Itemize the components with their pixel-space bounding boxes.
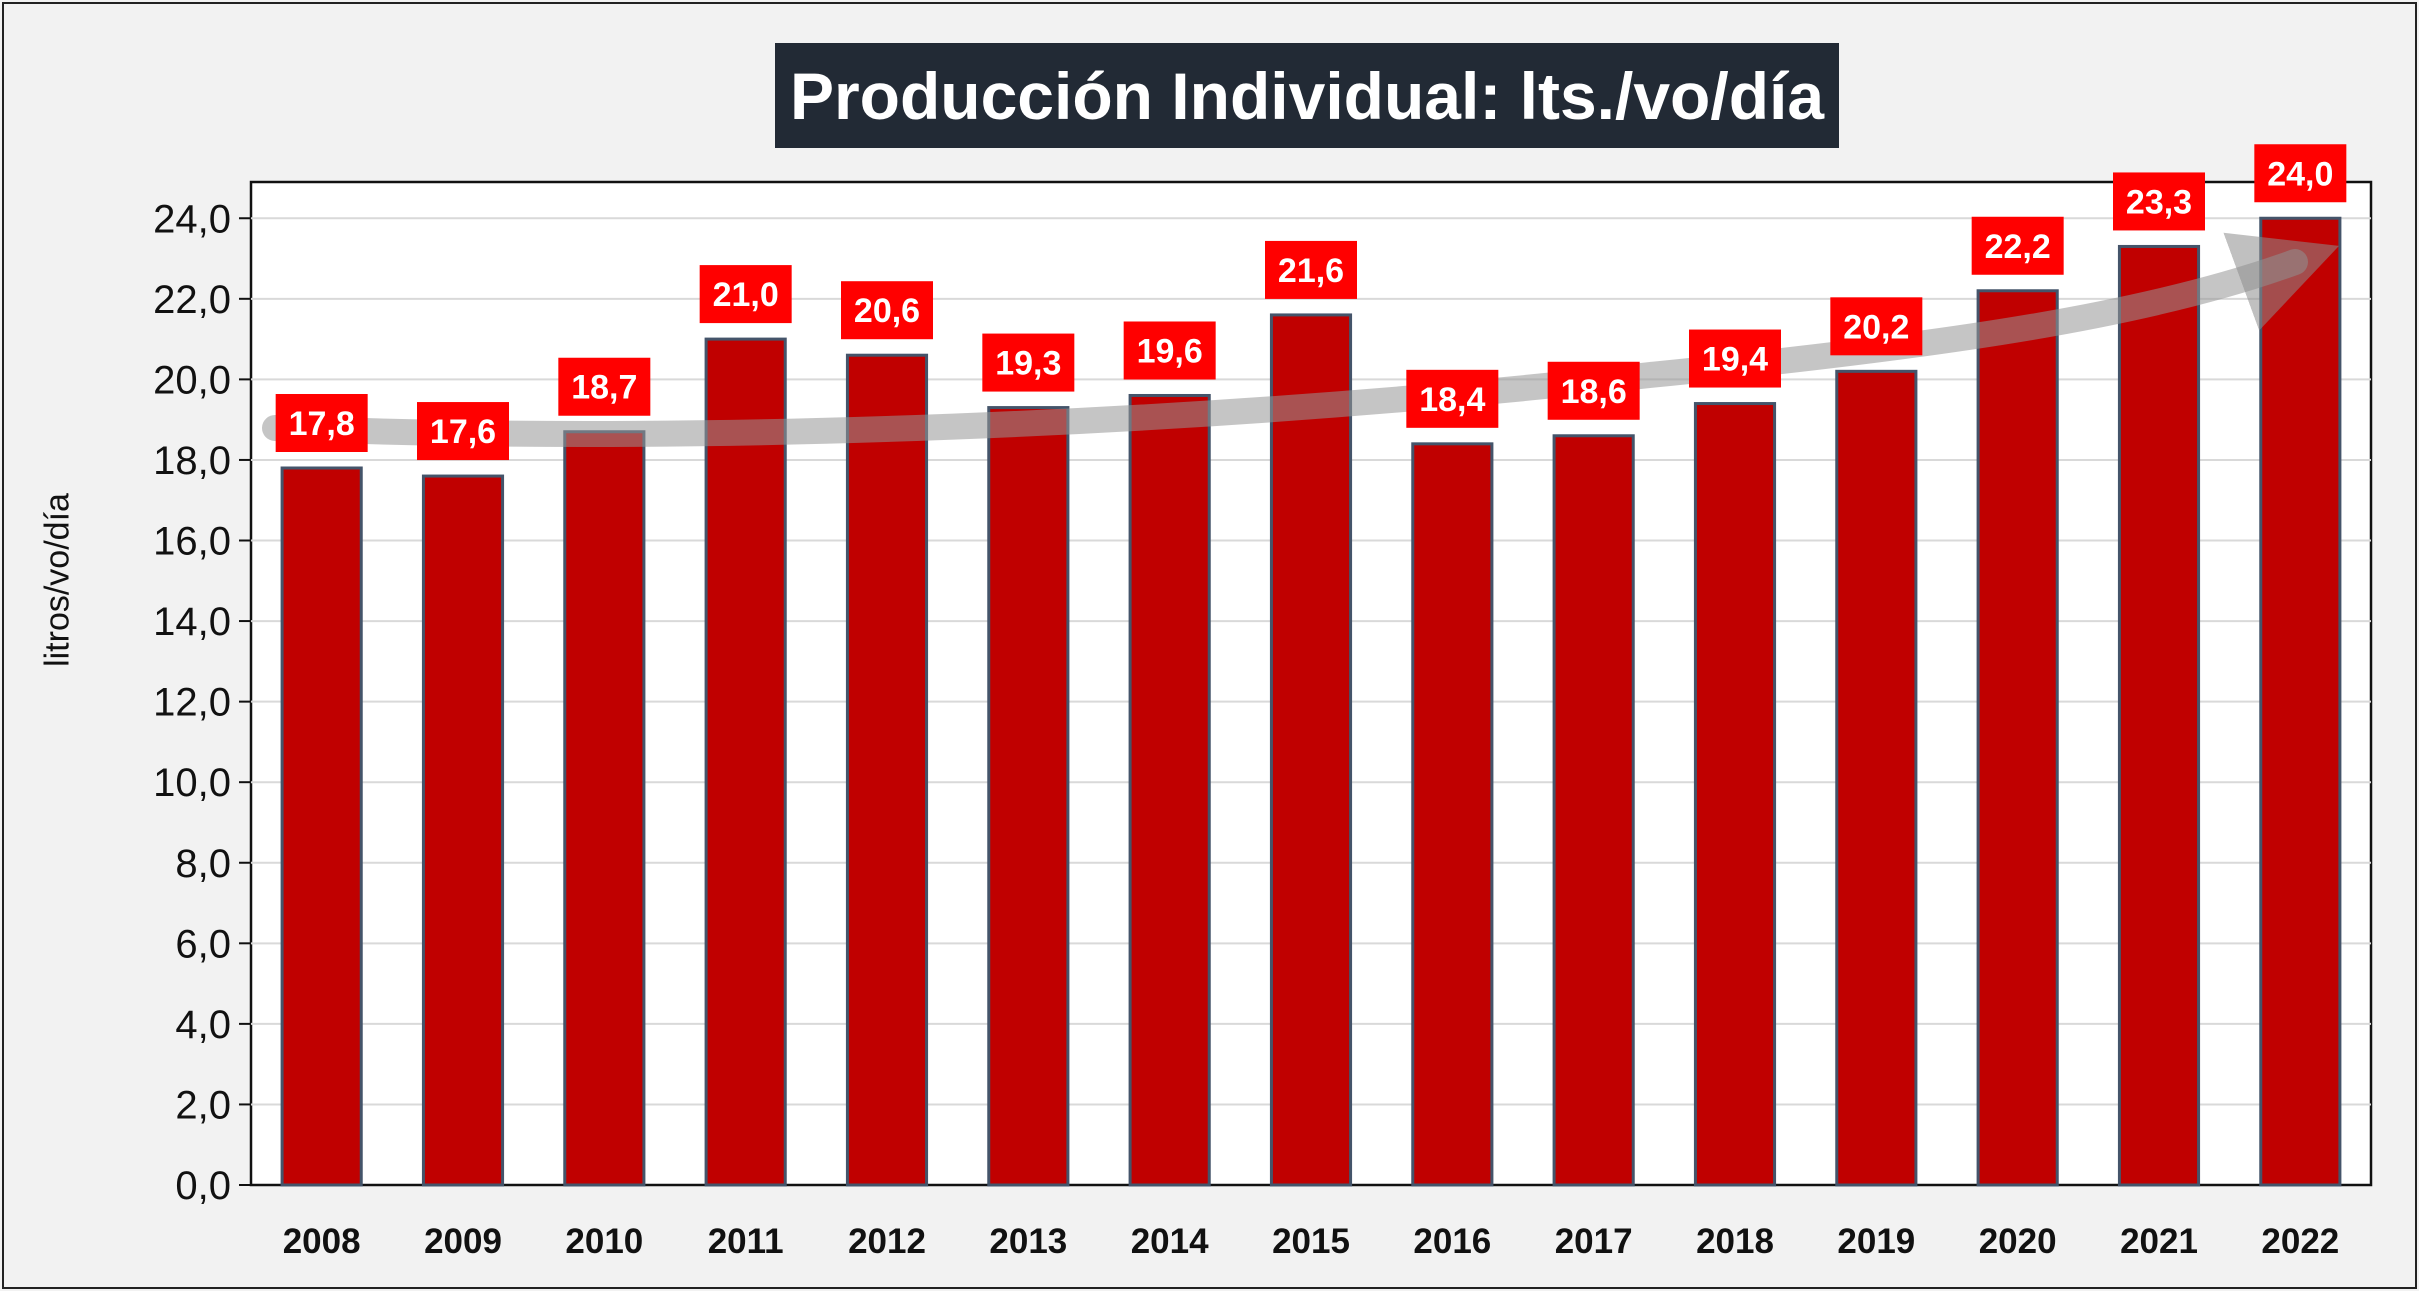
y-tick-label: 22,0 <box>153 278 231 322</box>
x-tick-label: 2022 <box>2261 1222 2339 1261</box>
y-tick-label: 20,0 <box>153 358 231 402</box>
bar-2017 <box>1552 434 1635 1187</box>
bar-2019 <box>1835 369 1918 1187</box>
data-label: 20,2 <box>1843 308 1909 346</box>
bar-2013 <box>987 406 1070 1187</box>
data-label-bg <box>982 333 1075 392</box>
y-tick-label: 18,0 <box>153 439 231 483</box>
bar-2018 <box>1693 402 1777 1187</box>
y-tick-label: 14,0 <box>153 600 231 644</box>
data-label: 20,6 <box>854 292 920 330</box>
data-label-bg <box>699 265 792 324</box>
bar-2020 <box>1976 289 2059 1187</box>
x-tick-label: 2019 <box>1837 1222 1915 1261</box>
x-tick-label: 2020 <box>1979 1222 2057 1261</box>
data-label: 17,6 <box>430 413 496 451</box>
data-label: 21,6 <box>1278 252 1344 290</box>
x-tick-label: 2010 <box>565 1222 643 1261</box>
data-label-bg <box>1830 297 1923 356</box>
bar-2014 <box>1128 393 1211 1187</box>
x-tick-label: 2008 <box>283 1222 361 1261</box>
data-label: 19,3 <box>995 345 1061 383</box>
chart-title: Producción Individual: lts./vo/día <box>775 43 1839 148</box>
data-label: 17,8 <box>289 405 355 443</box>
x-tick-label: 2021 <box>2120 1222 2198 1261</box>
bar-2008 <box>280 466 363 1187</box>
y-tick-label: 4,0 <box>175 1003 231 1047</box>
x-tick-label: 2016 <box>1413 1222 1491 1261</box>
data-label: 24,0 <box>2267 155 2333 193</box>
data-label-bg <box>2254 144 2347 203</box>
data-label: 18,6 <box>1561 373 1627 411</box>
data-label-bg <box>1971 216 2064 275</box>
bar-2012 <box>845 353 929 1187</box>
data-label-bg <box>1265 240 1357 299</box>
data-label-bg <box>1547 361 1640 420</box>
x-tick-label: 2013 <box>989 1222 1067 1261</box>
x-tick-label: 2009 <box>424 1222 502 1261</box>
y-tick-label: 10,0 <box>153 761 231 805</box>
data-label: 19,4 <box>1702 341 1768 379</box>
y-axis-ticks: 0,0 2,0 4,0 6,0 8,0 10,0 12,0 14,0 16,0 18,0 20,0 2… <box>153 197 251 1208</box>
y-tick-label: 2,0 <box>175 1083 231 1127</box>
bar-2016 <box>1411 442 1494 1187</box>
y-tick-label: 24,0 <box>153 197 231 241</box>
data-label: 23,3 <box>2126 183 2192 221</box>
data-label-bg <box>1123 321 1216 380</box>
data-label-bg <box>558 357 651 416</box>
bar-2015 <box>1269 313 1353 1187</box>
data-label-bg <box>2113 172 2205 231</box>
data-label: 22,2 <box>1985 228 2051 266</box>
data-label-bg <box>417 402 509 461</box>
data-label: 18,4 <box>1419 381 1485 419</box>
x-tick-label: 2014 <box>1131 1222 1209 1261</box>
x-tick-label: 2012 <box>848 1222 926 1261</box>
x-axis-ticks: 2008 2009 2010 2011 2012 2013 2014 2015 2016 2017… <box>283 1222 2340 1261</box>
data-label: 21,0 <box>713 276 779 314</box>
bar-2022 <box>2259 216 2342 1187</box>
y-tick-label: 16,0 <box>153 520 231 564</box>
x-tick-label: 2015 <box>1272 1222 1350 1261</box>
y-axis-label: litros/vo/día <box>38 493 77 667</box>
y-tick-label: 6,0 <box>175 922 231 966</box>
x-tick-label: 2011 <box>708 1222 784 1261</box>
data-label: 19,6 <box>1137 332 1203 370</box>
data-label-bg <box>1406 369 1499 428</box>
data-label-bg <box>841 281 933 340</box>
x-tick-label: 2017 <box>1555 1222 1633 1261</box>
y-tick-label: 12,0 <box>153 681 231 725</box>
bar-2011 <box>704 337 787 1187</box>
y-tick-label: 8,0 <box>175 842 231 886</box>
data-label-bg <box>275 393 368 452</box>
data-label-bg <box>1689 329 1781 388</box>
bar-2021 <box>2117 244 2201 1187</box>
bars <box>280 216 2342 1187</box>
data-label: 18,7 <box>571 369 637 407</box>
y-tick-label: 0,0 <box>175 1164 231 1208</box>
bar-2009 <box>421 474 505 1187</box>
x-tick-label: 2018 <box>1696 1222 1774 1261</box>
bar-2010 <box>563 430 646 1187</box>
data-labels: 17,8 17,6 18,7 21,0 20,6 19,3 19,6 21,6 18,4 18,6… <box>275 144 2347 461</box>
